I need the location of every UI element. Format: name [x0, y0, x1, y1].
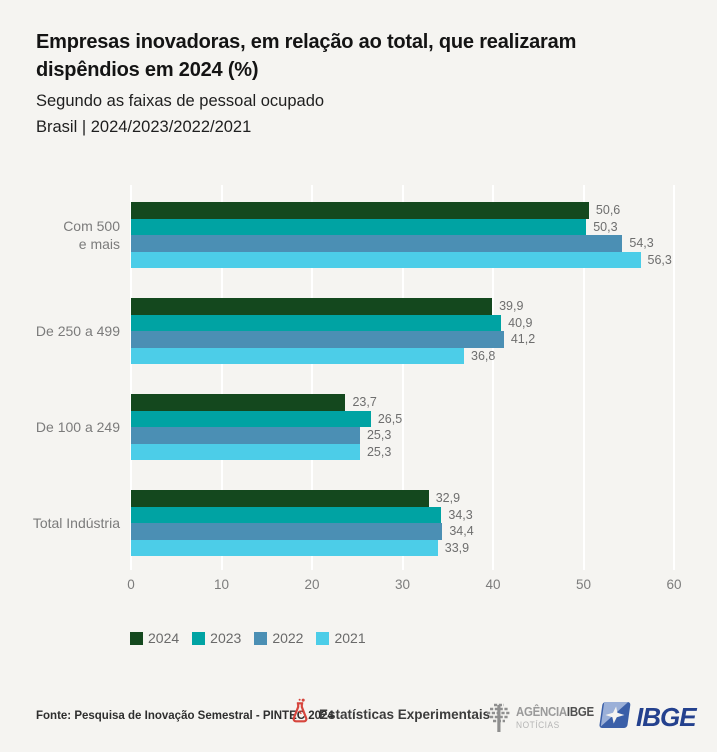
- chart-subtitle: Segundo as faixas de pessoal ocupado: [36, 92, 325, 110]
- legend-item-2022: 2022: [254, 630, 303, 646]
- category-label: Total Indústria: [32, 515, 120, 531]
- ibge-logo: IBGE: [595, 700, 697, 735]
- legend-swatch-2021: [316, 631, 330, 645]
- value-label-2022: 25,3: [366, 428, 392, 442]
- ibge-wordmark: IBGE: [636, 702, 697, 732]
- value-label-2024: 39,9: [499, 299, 524, 313]
- legend: 2024 2023 2022 2021: [130, 630, 366, 646]
- legend-swatch-2024: [130, 631, 143, 645]
- chart-title: Empresas inovadoras, em relação ao total…: [36, 28, 696, 84]
- value-label-2023: 50,3: [593, 219, 618, 234]
- bar-2021: [131, 347, 465, 364]
- value-label-2022: 41,2: [510, 332, 536, 346]
- ibge-compass-icon: [595, 700, 631, 735]
- agencia-wordmark: AGÊNCIAIBGE NOTÍCIAS: [516, 705, 594, 731]
- gridline-x-40: [492, 185, 494, 570]
- bar-2022: [131, 427, 360, 444]
- gridline-x-30: [401, 185, 404, 570]
- chart-title-line1: Empresas inovadoras, em relação ao total…: [36, 31, 577, 53]
- x-tick-label-50: 50: [575, 577, 592, 592]
- source-note: Fonte: Pesquisa de Inovação Semestral - …: [36, 710, 334, 722]
- legend-label-2024: 2024: [148, 630, 180, 646]
- category-label: De 250 a 499: [35, 323, 120, 339]
- plot-area: 50,6 50,3 54,3 56,3 39,9 40,9 41,2 36,8 23,7 26,5…: [130, 185, 691, 570]
- legend-label-2023: 2023: [210, 630, 242, 646]
- bar-2023: [131, 218, 587, 235]
- bar-2023: [131, 410, 371, 427]
- value-label-2021: 36,8: [471, 348, 496, 363]
- value-label-2021: 25,3: [366, 444, 392, 459]
- value-label-2023: 26,5: [377, 411, 403, 426]
- legend-swatch-2022: [254, 631, 268, 645]
- chart-scope-line: Brasil | 2024/2023/2022/2021: [36, 118, 252, 136]
- value-label-2023: 34,3: [448, 507, 473, 522]
- value-label-2021: 56,3: [647, 252, 672, 267]
- agencia-noticias-label: NOTÍCIAS: [516, 720, 560, 731]
- bar-2024: [131, 298, 493, 315]
- agencia-ibge-noticias-logo: AGÊNCIAIBGE NOTÍCIAS: [486, 702, 604, 738]
- bar-2021: [131, 443, 360, 460]
- value-label-2023: 40,9: [508, 315, 533, 330]
- x-tick-label-60: 60: [666, 577, 682, 592]
- value-label-2024: 32,9: [435, 491, 461, 505]
- gridline-x-0: [130, 185, 132, 570]
- value-label-2021: 33,9: [444, 540, 470, 555]
- bar-2023: [131, 314, 502, 331]
- x-tick-label-10: 10: [213, 577, 230, 592]
- legend-item-2023: 2023: [192, 630, 241, 646]
- legend-item-2024: 2024: [130, 630, 179, 646]
- gridline-x-20: [311, 185, 313, 570]
- x-tick-label-40: 40: [485, 577, 501, 592]
- flask-icon: [290, 698, 310, 730]
- bar-2022: [131, 523, 443, 540]
- x-tick-label-20: 20: [304, 577, 320, 592]
- category-label: De 100 a 249: [35, 419, 120, 435]
- gridline-x-10: [220, 185, 223, 570]
- bar-2021: [131, 251, 641, 268]
- category-label: Com 500 e mais: [63, 218, 120, 252]
- legend-label-2021: 2021: [334, 630, 366, 646]
- experimental-statistics-badge: Estatísticas Experimentais: [290, 698, 491, 730]
- value-label-2022: 54,3: [629, 236, 654, 250]
- agencia-antenna-icon: [486, 702, 512, 738]
- bar-2024: [131, 394, 346, 411]
- bar-2023: [131, 506, 442, 523]
- bar-2022: [131, 331, 504, 348]
- bar-2021: [131, 539, 438, 556]
- gridline-x-60: [673, 185, 675, 570]
- value-label-2024: 23,7: [352, 395, 377, 409]
- chart-title-line2: dispêndios em 2024 (%): [36, 59, 259, 81]
- agencia-label: AGÊNCIA: [516, 704, 567, 719]
- legend-swatch-2023: [192, 631, 206, 645]
- gridline-x-50: [582, 185, 585, 570]
- value-label-2024: 50,6: [595, 203, 621, 217]
- agencia-ibge-label: IBGE: [566, 704, 594, 719]
- experimental-statistics-label: Estatísticas Experimentais: [319, 706, 491, 722]
- legend-item-2021: 2021: [316, 630, 366, 646]
- bar-2022: [131, 235, 623, 252]
- bar-2024: [131, 490, 429, 507]
- x-tick-label-30: 30: [394, 577, 411, 592]
- x-tick-label-0: 0: [127, 577, 135, 592]
- legend-label-2022: 2022: [272, 630, 304, 646]
- bar-2024: [131, 202, 589, 219]
- value-label-2022: 34,4: [449, 524, 474, 538]
